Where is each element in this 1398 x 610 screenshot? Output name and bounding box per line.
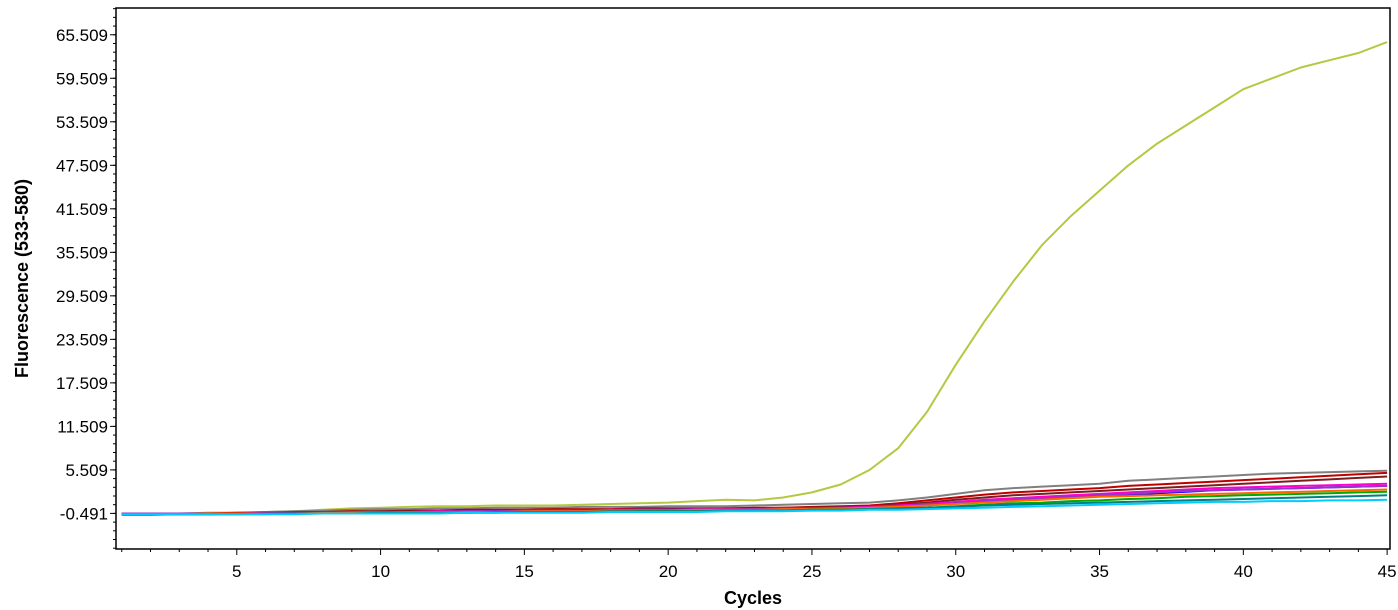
x-tick-label: 40	[1234, 562, 1253, 581]
x-tick-label: 25	[802, 562, 821, 581]
y-tick-label: 41.509	[56, 200, 108, 219]
y-tick-label: 35.509	[56, 243, 108, 262]
y-tick-label: 53.509	[56, 113, 108, 132]
y-tick-label: 29.509	[56, 287, 108, 306]
x-axis-ticks: 5 10 15 20 25 30 35 40 45	[121, 549, 1397, 581]
y-axis-ticks: -0.491 5.509 11.509 17.509 23.509 29.509 35.50…	[56, 8, 116, 549]
y-tick-label: 59.509	[56, 69, 108, 88]
y-tick-label: 65.509	[56, 26, 108, 45]
y-tick-label: 23.509	[56, 330, 108, 349]
x-tick-label: 45	[1378, 562, 1397, 581]
series-line	[121, 469, 1388, 515]
y-tick-label: 11.509	[57, 417, 108, 436]
y-tick-label: 17.509	[56, 374, 108, 393]
y-tick-label: 5.509	[65, 461, 108, 480]
x-axis-title: Cycles	[724, 588, 782, 608]
series-line	[121, 498, 1388, 516]
x-tick-label: 5	[232, 562, 241, 581]
x-tick-label: 30	[946, 562, 965, 581]
plot-area	[115, 7, 1391, 550]
x-tick-label: 20	[659, 562, 678, 581]
x-tick-label: 15	[515, 562, 534, 581]
y-tick-label: -0.491	[60, 504, 108, 523]
x-tick-label: 10	[371, 562, 390, 581]
y-axis-title: Fluorescence (533-580)	[12, 179, 32, 378]
x-tick-label: 35	[1090, 562, 1109, 581]
series-layer	[121, 41, 1388, 516]
y-tick-label: 47.509	[56, 156, 108, 175]
